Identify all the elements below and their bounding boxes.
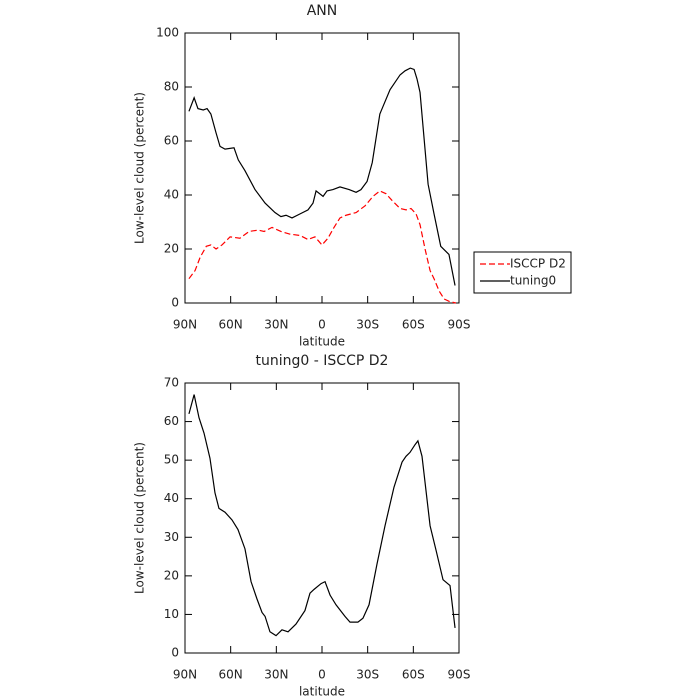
chart-title: tuning0 - ISCCP D2 xyxy=(256,353,389,369)
y-axis-label: Low-level cloud (percent) xyxy=(133,92,147,244)
x-tick-label: 90N xyxy=(173,318,197,332)
x-tick-label: 30N xyxy=(264,318,288,332)
x-tick-label: 30S xyxy=(356,668,379,682)
x-tick-label: 60S xyxy=(402,668,425,682)
y-tick-label: 0 xyxy=(171,296,179,310)
y-tick-label: 50 xyxy=(164,453,179,467)
chart-title: ANN xyxy=(307,3,338,19)
line-series xyxy=(188,394,456,637)
x-axis-label: latitude xyxy=(299,685,345,699)
y-tick-label: 40 xyxy=(164,491,179,505)
y-tick-label: 10 xyxy=(164,607,179,621)
x-tick-label: 90N xyxy=(173,668,197,682)
y-tick-label: 100 xyxy=(156,26,179,40)
y-tick-label: 0 xyxy=(171,646,179,660)
x-tick-label: 60N xyxy=(219,668,243,682)
y-tick-label: 60 xyxy=(164,414,179,428)
legend-label: ISCCP D2 xyxy=(510,257,566,271)
x-tick-label: 0 xyxy=(318,668,326,682)
x-tick-label: 30N xyxy=(264,668,288,682)
line-series xyxy=(188,190,457,304)
line-series xyxy=(188,67,456,286)
x-tick-label: 0 xyxy=(318,318,326,332)
y-tick-label: 70 xyxy=(164,376,179,390)
plot-frame xyxy=(184,32,460,304)
y-tick-label: 40 xyxy=(164,188,179,202)
x-axis-label: latitude xyxy=(299,335,345,349)
x-tick-label: 30S xyxy=(356,318,379,332)
y-axis-label: Low-level cloud (percent) xyxy=(133,442,147,594)
y-tick-label: 20 xyxy=(164,568,179,582)
legend-label: tuning0 xyxy=(510,274,556,288)
y-tick-label: 60 xyxy=(164,134,179,148)
x-tick-label: 90S xyxy=(448,668,471,682)
legend-box xyxy=(473,251,572,294)
plot-frame xyxy=(184,382,460,654)
x-tick-label: 60S xyxy=(402,318,425,332)
y-tick-label: 80 xyxy=(164,80,179,94)
x-tick-label: 60N xyxy=(219,318,243,332)
x-tick-label: 90S xyxy=(448,318,471,332)
y-tick-label: 30 xyxy=(164,530,179,544)
y-tick-label: 20 xyxy=(164,242,179,256)
